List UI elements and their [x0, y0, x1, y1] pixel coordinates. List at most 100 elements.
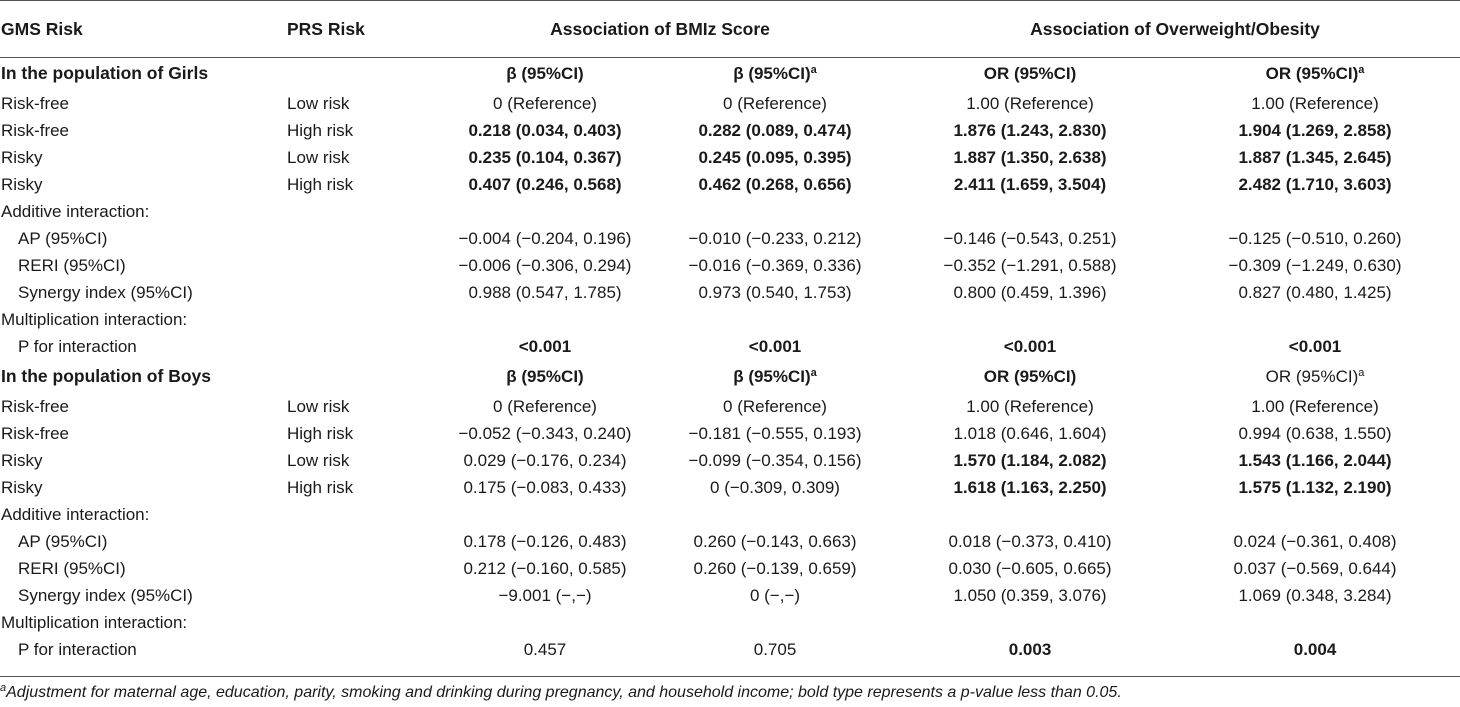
prs-risk-cell: Low risk: [287, 451, 350, 470]
subheader-label: β (95%CI): [733, 367, 811, 386]
gms-risk-cell: Risky: [1, 175, 43, 194]
empty-cell: [287, 528, 430, 555]
value-cell: −0.181 (−0.555, 0.193): [688, 424, 862, 443]
value-cell: −0.006 (−0.306, 0.294): [458, 256, 632, 275]
multiplication-interaction-row: Multiplication interaction:: [0, 306, 1460, 333]
section-title: In the population of Boys: [1, 366, 211, 386]
table-row: Risk-free Low risk 0 (Reference) 0 (Referen…: [0, 90, 1460, 117]
header-prs-risk: PRS Risk: [287, 18, 365, 39]
adjusted-mark: a: [810, 64, 817, 76]
subheader-or-adjusted: OR (95%CI)a: [1170, 57, 1460, 90]
empty-cell: [287, 609, 430, 636]
empty-cell: [430, 198, 660, 225]
value-cell: −9.001 (−,−): [498, 586, 592, 605]
header-gms-risk: GMS Risk: [1, 18, 83, 39]
empty-cell: [890, 306, 1170, 333]
subheader-label: OR (95%CI): [983, 367, 1077, 386]
empty-cell: [287, 198, 430, 225]
gms-risk-cell: Risk-free: [1, 121, 70, 140]
value-cell: −0.052 (−0.343, 0.240): [458, 424, 632, 443]
additive-row: RERI (95%CI) −0.006 (−0.306, 0.294) −0.016…: [0, 252, 1460, 279]
additive-measure-label: Synergy index (95%CI): [18, 283, 193, 302]
section-title: In the population of Girls: [1, 63, 209, 83]
subheader-or: OR (95%CI): [890, 57, 1170, 90]
value-cell: 2.482 (1.710, 3.603): [1238, 175, 1392, 194]
empty-cell: [660, 306, 890, 333]
value-cell: 1.904 (1.269, 2.858): [1238, 121, 1392, 140]
value-cell: 0.994 (0.638, 1.550): [1238, 424, 1392, 443]
table-row: Risky Low risk 0.029 (−0.176, 0.234) −0.099…: [0, 447, 1460, 474]
empty-cell: [1170, 306, 1460, 333]
value-cell: 0.029 (−0.176, 0.234): [463, 451, 627, 470]
subheader-or-adjusted: OR (95%CI)a: [1170, 360, 1460, 393]
header-overweight-association: Association of Overweight/Obesity: [1030, 18, 1320, 39]
additive-interaction-row: Additive interaction:: [0, 198, 1460, 225]
p-value-cell: 0.004: [1293, 640, 1337, 659]
subheader-label: β (95%CI): [733, 64, 811, 83]
value-cell: 0.260 (−0.143, 0.663): [693, 532, 857, 551]
subheader-beta-adjusted: β (95%CI)a: [660, 57, 890, 90]
additive-row: AP (95%CI) 0.178 (−0.126, 0.483) 0.260 (−0…: [0, 528, 1460, 555]
prs-risk-cell: High risk: [287, 478, 354, 497]
gms-risk-cell: Risk-free: [1, 94, 70, 113]
footnote-text: Adjustment for maternal age, education, …: [6, 684, 1122, 701]
empty-cell: [890, 198, 1170, 225]
gms-risk-cell: Risky: [1, 451, 43, 470]
table-row: Risky Low risk 0.235 (0.104, 0.367) 0.245 (…: [0, 144, 1460, 171]
value-cell: 0.235 (0.104, 0.367): [468, 148, 622, 167]
subheader-label: β (95%CI): [506, 64, 584, 83]
p-value-cell: <0.001: [1003, 337, 1057, 356]
value-cell: 1.887 (1.350, 2.638): [953, 148, 1107, 167]
subheader-label: β (95%CI): [506, 367, 584, 386]
additive-measure-label: RERI (95%CI): [18, 559, 126, 578]
subheader-beta: β (95%CI): [430, 57, 660, 90]
empty-cell: [430, 306, 660, 333]
p-value-cell: 0.003: [1008, 640, 1052, 659]
empty-cell: [430, 501, 660, 528]
value-cell: −0.352 (−1.291, 0.588): [943, 256, 1117, 275]
value-cell: 0.988 (0.547, 1.785): [468, 283, 622, 302]
value-cell: 0.973 (0.540, 1.753): [698, 283, 852, 302]
table-header-rule: [0, 57, 1460, 58]
value-cell: 0.212 (−0.160, 0.585): [463, 559, 627, 578]
p-interaction-row: P for interaction <0.001 <0.001 <0.001 <0.00…: [0, 333, 1460, 360]
additive-interaction-label: Additive interaction:: [1, 202, 150, 221]
table-body: In the population of Girls β (95%CI) β (95…: [0, 57, 1460, 663]
additive-row: AP (95%CI) −0.004 (−0.204, 0.196) −0.010 (…: [0, 225, 1460, 252]
value-cell: 0 (Reference): [723, 397, 827, 416]
subheader-beta-adjusted: β (95%CI)a: [660, 360, 890, 393]
empty-cell: [660, 609, 890, 636]
multiplication-interaction-label: Multiplication interaction:: [1, 613, 188, 632]
p-value-cell: <0.001: [748, 337, 802, 356]
p-value-cell: 0.457: [523, 640, 567, 659]
empty-cell: [287, 252, 430, 279]
value-cell: 0.245 (0.095, 0.395): [698, 148, 852, 167]
value-cell: 2.411 (1.659, 3.504): [953, 175, 1107, 194]
additive-measure-label: RERI (95%CI): [18, 256, 126, 275]
empty-cell: [287, 360, 430, 393]
additive-row: Synergy index (95%CI) 0.988 (0.547, 1.785…: [0, 279, 1460, 306]
table-footnote: aAdjustment for maternal age, education,…: [0, 683, 1122, 702]
value-cell: −0.146 (−0.543, 0.251): [943, 229, 1117, 248]
adjusted-mark: a: [1358, 367, 1365, 379]
table-row: Risky High risk 0.175 (−0.083, 0.433) 0 (−0…: [0, 474, 1460, 501]
empty-cell: [287, 582, 430, 609]
multiplication-interaction-label: Multiplication interaction:: [1, 310, 188, 329]
value-cell: −0.004 (−0.204, 0.196): [458, 229, 632, 248]
empty-cell: [430, 609, 660, 636]
additive-interaction-label: Additive interaction:: [1, 505, 150, 524]
table-row: Risk-free High risk 0.218 (0.034, 0.403) 0.…: [0, 117, 1460, 144]
additive-row: RERI (95%CI) 0.212 (−0.160, 0.585) 0.260 (…: [0, 555, 1460, 582]
value-cell: 0.018 (−0.373, 0.410): [948, 532, 1112, 551]
value-cell: −0.099 (−0.354, 0.156): [688, 451, 862, 470]
p-value-cell: <0.001: [518, 337, 572, 356]
value-cell: 1.876 (1.243, 2.830): [953, 121, 1107, 140]
value-cell: 0 (Reference): [493, 397, 597, 416]
prs-risk-cell: High risk: [287, 121, 354, 140]
section-header-row: In the population of Boys β (95%CI) β (95%…: [0, 360, 1460, 393]
value-cell: 1.050 (0.359, 3.076): [953, 586, 1107, 605]
value-cell: 1.00 (Reference): [966, 397, 1094, 416]
empty-cell: [287, 225, 430, 252]
value-cell: 0 (−,−): [749, 586, 801, 605]
value-cell: 1.575 (1.132, 2.190): [1238, 478, 1392, 497]
